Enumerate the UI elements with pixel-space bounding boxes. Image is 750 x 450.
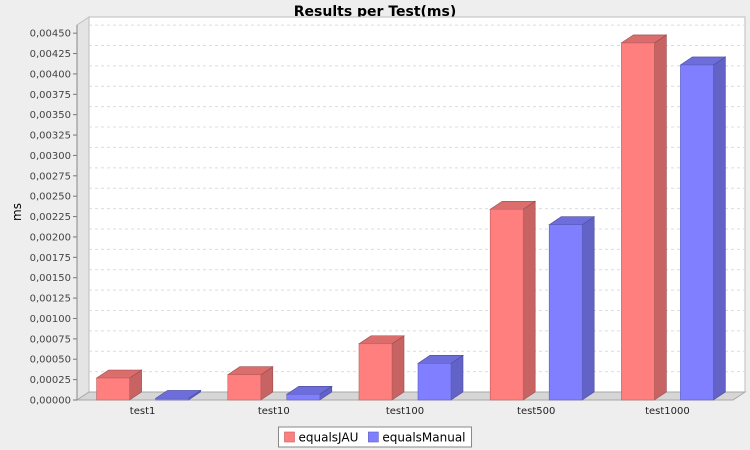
bar-front [358,343,393,401]
y-tick-label: 0,00425 [30,49,71,60]
legend: equalsJAU equalsManual [277,426,473,448]
plot-side-wall [76,16,90,401]
legend-swatch [284,431,295,443]
bar-equalsManual-test1 [154,389,202,401]
bar-equalsJAU-test500 [489,200,537,401]
y-tick-label: 0,00150 [30,273,71,284]
bar-side [654,34,667,401]
bar-front [227,374,262,401]
bar-equalsJAU-test100 [358,335,405,401]
y-axis-label: ms [10,203,24,221]
x-tick-label: test1000 [645,406,690,417]
bar-front [680,64,714,401]
bar-side [391,335,405,401]
x-tick-label: test500 [517,406,555,417]
y-tick-label: 0,00275 [30,171,71,182]
bar-front [417,363,452,401]
y-tick-label: 0,00200 [30,232,71,243]
y-tick-label: 0,00100 [30,314,71,325]
legend-label: equalsManual [382,431,465,445]
y-tick-label: 0,00375 [30,90,71,101]
y-tick-label: 0,00000 [30,396,71,407]
bar-equalsJAU-test1000 [620,34,668,401]
bar-front [96,377,130,401]
y-tick-label: 0,00075 [30,334,71,345]
bar-equalsManual-test1000 [679,56,727,401]
y-tick-label: 0,00250 [30,192,71,203]
chart-title: Results per Test(ms) [294,4,457,20]
bar-front [548,224,583,401]
bar-equalsJAU-test1 [95,369,143,401]
legend-swatch [368,431,379,443]
y-tick-label: 0,00025 [30,375,71,386]
x-tick-label: test100 [386,406,424,417]
bar-front [621,42,655,401]
legend-label: equalsJAU [298,431,358,445]
bar-front [489,208,524,401]
bar-equalsJAU-test10 [226,366,274,401]
bar-side [713,56,726,401]
y-tick-label: 0,00050 [30,355,71,366]
bar-side [522,200,536,401]
x-tick-label: test1 [130,406,156,417]
bar-side [581,216,595,401]
y-tick-label: 0,00325 [30,131,71,142]
y-tick-label: 0,00225 [30,212,71,223]
y-tick-label: 0,00300 [30,151,71,162]
y-tick-label: 0,00350 [30,110,71,121]
bar-equalsManual-test10 [285,385,333,401]
y-tick-label: 0,00400 [30,69,71,80]
bar-equalsManual-test100 [417,354,464,401]
bar-front [286,393,321,401]
y-tick-label: 0,00175 [30,253,71,264]
y-tick-label: 0,00450 [30,29,71,40]
x-tick-label: test10 [258,406,290,417]
y-tick-label: 0,00125 [30,294,71,305]
plot-area: 0,00000 0,00025 0,00050 0,00075 0,00100 0,001… [30,16,747,417]
bar-equalsManual-test500 [548,216,596,401]
bar-front [155,398,189,401]
